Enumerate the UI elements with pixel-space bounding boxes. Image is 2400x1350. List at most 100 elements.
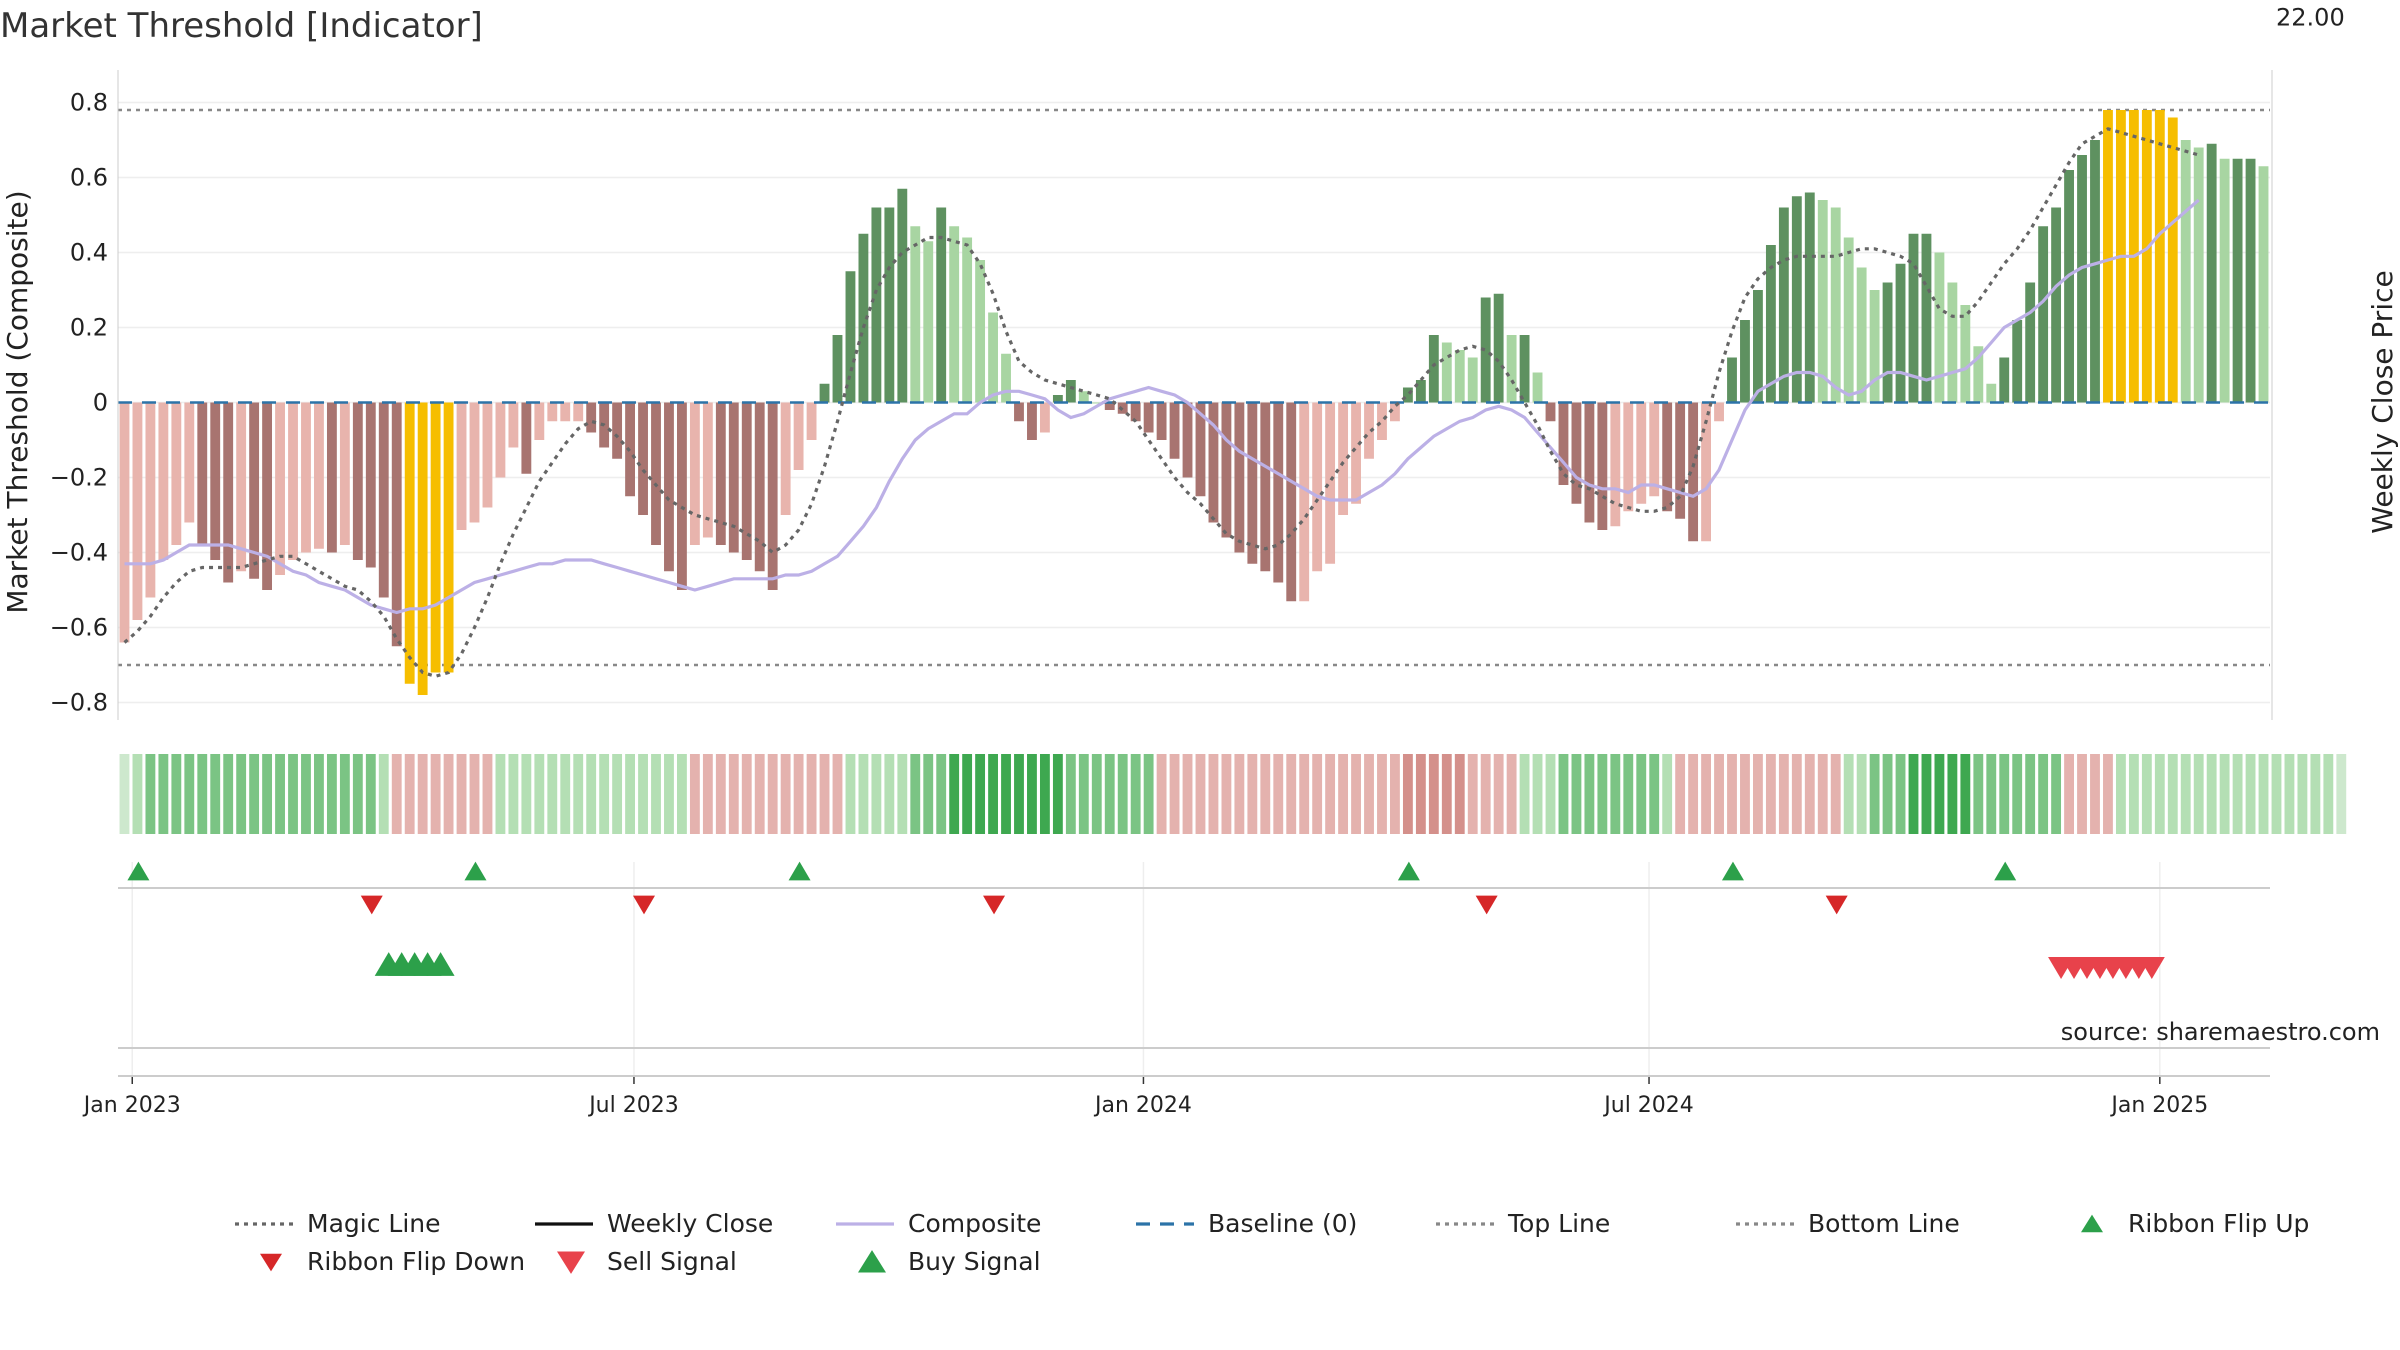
x-tick-label: Jan 2024 (1093, 1093, 1192, 1118)
ribbon-cell (1377, 754, 1387, 834)
ribbon-cell (1830, 754, 1841, 834)
composite-bar (1986, 383, 1997, 403)
ribbon-cell (119, 754, 130, 834)
ribbon-cell (949, 754, 960, 834)
composite-bar (1597, 402, 1608, 530)
ribbon-cell (1286, 754, 1297, 834)
ribbon-cell (275, 754, 285, 834)
composite-bar (2258, 166, 2269, 403)
composite-bar (1506, 335, 1517, 403)
ribbon-cell (223, 754, 234, 834)
ribbon-cell (482, 754, 493, 834)
legend-layer: Magic Line Weekly Close Composite Baseline … (235, 1209, 2309, 1276)
composite-bar (443, 402, 454, 673)
composite-bar (1623, 402, 1634, 512)
bars-layer (119, 110, 2269, 695)
ribbon-flip-down-marker (360, 895, 383, 915)
legend-label: Buy Signal (908, 1247, 1041, 1276)
ribbon-cell (2323, 754, 2334, 834)
composite-bar (715, 402, 726, 545)
composite-bar (2219, 158, 2230, 403)
composite-bar (1908, 233, 1919, 403)
ribbon-cell (326, 754, 337, 834)
ribbon-cell (1454, 754, 1465, 834)
ribbon-cell (2284, 754, 2295, 834)
composite-bar (1973, 346, 1984, 403)
composite-bar (1675, 402, 1686, 519)
composite-bar (2167, 117, 2178, 403)
ribbon-cell (2271, 754, 2282, 834)
ribbon-cell (1973, 754, 1984, 834)
ribbon-cell (1843, 754, 1854, 834)
ribbon-flip-down-marker (633, 895, 655, 915)
ribbon-cell (1765, 754, 1776, 834)
composite-bar (456, 402, 467, 530)
composite-bar (586, 402, 597, 433)
legend-item: Bottom Line (1736, 1209, 1960, 1238)
composite-bar (1636, 402, 1647, 504)
ribbon-cell (1740, 754, 1750, 834)
composite-bar (845, 271, 856, 403)
ribbon-cell (1247, 754, 1258, 834)
composite-bar (897, 188, 908, 403)
ribbon-flip-down-marker (983, 895, 1006, 915)
composite-bar (469, 402, 480, 523)
composite-bar (1817, 200, 1828, 403)
ribbon-cell (1649, 754, 1660, 834)
ribbon-cell (1091, 754, 1102, 834)
legend-item: Ribbon Flip Up (2081, 1209, 2309, 1238)
ribbon-cell (1727, 754, 1737, 834)
ribbon-cell (184, 754, 195, 834)
composite-bar (2051, 207, 2062, 403)
ribbon-cell (443, 754, 454, 834)
ribbon-cell (1299, 754, 1310, 834)
composite-bar (560, 402, 571, 422)
ribbon-cell (871, 754, 882, 834)
x-tick-label: Jul 2023 (587, 1093, 679, 1118)
ribbon-cell (1856, 754, 1867, 834)
composite-bar (1740, 320, 1750, 403)
ribbon-cell (1778, 754, 1789, 834)
composite-bar (1351, 402, 1361, 504)
composite-bar (365, 402, 376, 568)
ribbon-cell (1351, 754, 1361, 834)
composite-bar (2090, 140, 2100, 403)
legend-swatch (557, 1251, 585, 1274)
composite-bar (677, 402, 687, 590)
composite-bar (1804, 192, 1815, 403)
ribbon-cell (560, 754, 571, 834)
ribbon-cell (417, 754, 428, 834)
ribbon-cell (288, 754, 298, 834)
ribbon-cell (1701, 754, 1711, 834)
composite-bar (975, 260, 986, 403)
ribbon-cell (1532, 754, 1543, 834)
composite-bar (1649, 402, 1660, 497)
buy-signal-marker (426, 952, 455, 976)
composite-bar (2193, 147, 2204, 403)
composite-bar (1312, 402, 1323, 572)
ribbon-cell (1688, 754, 1699, 834)
ribbon-layer (119, 754, 2347, 834)
ribbon-flip-up-marker (788, 861, 811, 881)
legend-label: Ribbon Flip Down (307, 1247, 525, 1276)
legend-item: Weekly Close (535, 1209, 773, 1238)
ribbon-cell (1001, 754, 1011, 834)
ribbon-cell (1156, 754, 1167, 834)
x-tick-label: Jul 2024 (1602, 1093, 1694, 1118)
composite-bar (1934, 252, 1945, 403)
legend-label: Top Line (1507, 1209, 1610, 1238)
sell-signal-marker (2138, 956, 2165, 980)
composite-bar (988, 312, 998, 403)
ribbon-cell (521, 754, 532, 834)
composite-bar (780, 402, 791, 515)
composite-bar (1390, 402, 1400, 422)
ribbon-cell (1039, 754, 1050, 834)
ribbon-cell (1390, 754, 1400, 834)
composite-bar (1014, 402, 1024, 422)
composite-bar (832, 335, 843, 403)
ribbon-cell (573, 754, 584, 834)
composite-bar (612, 402, 623, 459)
composite-bar (1778, 207, 1789, 403)
ribbon-cell (923, 754, 934, 834)
ribbon-flip-up-marker (1994, 861, 2017, 881)
